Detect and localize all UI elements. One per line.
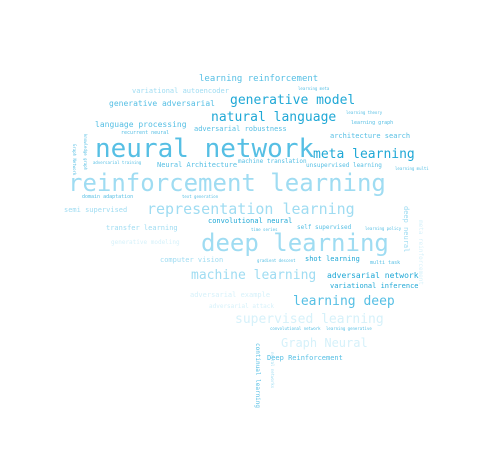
word-adversarial-robustness: adversarial robustness <box>194 125 287 133</box>
word-learning-generative: learning generative <box>326 326 372 331</box>
word-machine-translation: machine translation <box>238 158 307 165</box>
word-learning-deep: learning deep <box>293 294 395 309</box>
word-graph-network: Graph Network <box>72 144 77 176</box>
word-self-supervised: self supervised <box>297 224 352 231</box>
word-semi-supervised: semi supervised <box>64 206 128 214</box>
word-natural-language: natural language <box>211 110 337 125</box>
word-variational-inference: variational inference <box>330 282 419 290</box>
word-learning-multi: learning multi <box>395 166 429 171</box>
word-transfer-learning: transfer learning <box>106 224 178 232</box>
word-shot-learning: shot learning <box>305 255 360 263</box>
word-deep-neural: deep neural <box>402 206 410 253</box>
word-adversarial-network: adversarial network <box>327 271 419 280</box>
word-neural-networks: neural networks <box>270 352 275 389</box>
word-learning-meta: learning meta <box>298 86 330 91</box>
word-adversarial-attack: adversarial attack <box>209 303 275 310</box>
word-learning-graph: learning graph <box>351 120 394 126</box>
word-generative-modeling: generative modeling <box>111 239 180 246</box>
word-language-processing: language processing <box>95 120 187 129</box>
word-machine-learning: machine learning <box>191 268 317 283</box>
word-continual-learning: continual learning <box>254 343 261 409</box>
word-graph-neural: Graph Neural <box>281 336 368 350</box>
word-computer-vision: computer vision <box>160 256 224 264</box>
word-deep-learning: deep learning <box>201 229 389 257</box>
word-time-series: time series <box>251 227 278 232</box>
word-reinforcement-learning: reinforcement learning <box>68 169 386 197</box>
word-deep-reinforcement: Deep Reinforcement <box>267 354 343 362</box>
word-generative-model: generative model <box>230 93 356 108</box>
word-knowledge-graph: knowledge graph <box>83 134 88 171</box>
word-learning-reinforcement: learning reinforcement <box>199 74 319 84</box>
word-multi-task: multi task <box>370 260 401 266</box>
word-meta-reinforcement: meta reinforcement <box>417 220 424 286</box>
word-neural-network: neural network <box>95 134 315 164</box>
word-gradient-descent: gradient descent <box>257 258 296 263</box>
word-architecture-search: architecture search <box>330 132 411 140</box>
word-representation-learning: representation learning <box>147 200 355 218</box>
word-unsupervised-learning: unsupervised learning <box>306 162 382 169</box>
word-text-generation: text generation <box>182 194 219 199</box>
word-learning-policy: learning policy <box>365 226 402 231</box>
word-domain-adaptation: domain adaptation <box>82 194 134 200</box>
word-adversarial-example: adversarial example <box>190 291 271 299</box>
word-adversarial-training: adversarial training <box>93 160 142 165</box>
word-generative-adversarial: generative adversarial <box>109 99 215 108</box>
word-learning-theory: learning theory <box>346 110 383 115</box>
word-meta-learning: meta learning <box>313 147 415 162</box>
word-convolutional-network: convolutional network <box>270 326 321 331</box>
word-supervised-learning: supervised learning <box>235 312 384 327</box>
word-convolutional-neural: convolutional neural <box>208 217 293 225</box>
word-variational-autoencoder: variational autoencoder <box>132 87 229 95</box>
word-neural-architecture: Neural Architecture <box>157 161 238 169</box>
word-recurrent-neural: recurrent neural <box>121 130 170 136</box>
